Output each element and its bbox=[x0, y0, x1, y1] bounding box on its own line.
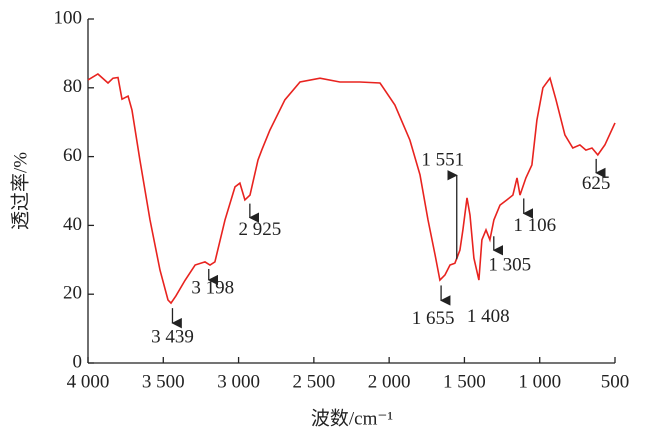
spectrum-line bbox=[87, 73, 616, 305]
annotation-label: 1 408 bbox=[467, 306, 510, 327]
annotation-label: 1 305 bbox=[488, 255, 531, 276]
y-tick-label: 100 bbox=[54, 7, 83, 28]
x-axis-label: 波数/cm⁻¹ bbox=[311, 407, 394, 429]
x-tick-label: 1 000 bbox=[518, 371, 561, 392]
annotation-label: 1 106 bbox=[513, 215, 556, 236]
y-tick-label: 0 bbox=[73, 351, 83, 372]
annotation-label: 625 bbox=[582, 173, 611, 194]
x-tick-label: 3 000 bbox=[217, 371, 260, 392]
x-tick-label: 2 500 bbox=[292, 371, 335, 392]
annotation-label: 3 439 bbox=[151, 327, 194, 348]
y-tick-label: 40 bbox=[63, 214, 82, 235]
x-tick-label: 4 000 bbox=[67, 371, 110, 392]
x-tick-label: 1 500 bbox=[443, 371, 486, 392]
y-tick-label: 80 bbox=[63, 76, 82, 97]
y-axis-label: 透过率/% bbox=[9, 152, 31, 230]
annotation-label: 1 551 bbox=[421, 150, 464, 171]
annotation-label: 1 655 bbox=[412, 308, 455, 329]
annotation-label: 3 198 bbox=[191, 277, 234, 298]
x-tick-label: 2 000 bbox=[368, 371, 411, 392]
y-tick-label: 60 bbox=[63, 145, 82, 166]
x-tick-label: 500 bbox=[601, 371, 630, 392]
y-tick-label: 20 bbox=[63, 283, 82, 304]
x-tick-label: 3 500 bbox=[142, 371, 185, 392]
annotation-label: 2 925 bbox=[238, 219, 281, 240]
